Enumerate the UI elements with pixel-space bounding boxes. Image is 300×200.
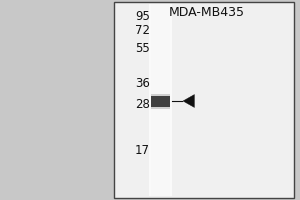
Bar xyxy=(149,4,172,196)
Text: 17: 17 xyxy=(135,144,150,158)
Text: 36: 36 xyxy=(135,77,150,90)
Text: 55: 55 xyxy=(135,43,150,55)
Bar xyxy=(114,2,294,198)
Text: 95: 95 xyxy=(135,10,150,23)
Bar xyxy=(151,94,170,108)
Bar xyxy=(151,96,170,106)
Text: 72: 72 xyxy=(135,24,150,38)
Text: MDA-MB435: MDA-MB435 xyxy=(169,6,245,19)
Polygon shape xyxy=(183,95,194,107)
Text: 28: 28 xyxy=(135,98,150,112)
Bar xyxy=(151,4,170,196)
